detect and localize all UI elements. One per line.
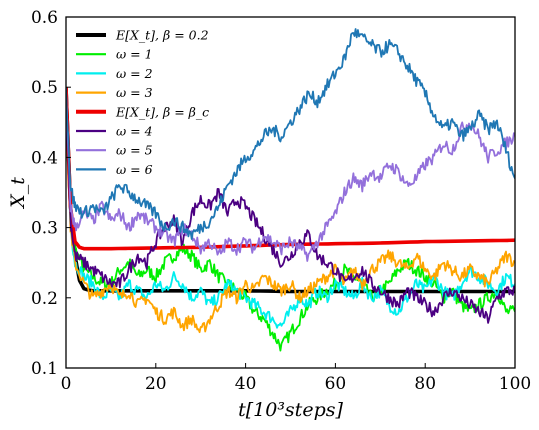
- x-tick-label: 100: [499, 374, 531, 394]
- y-axis-label: X_t: [7, 177, 29, 210]
- series-line-4: [66, 115, 515, 334]
- legend-label: ω = 6: [116, 162, 153, 177]
- legend-label: E[X_t], β = 0.2: [115, 28, 209, 43]
- plot-frame: [65, 16, 516, 369]
- legend-label: ω = 4: [116, 124, 153, 139]
- x-tick-label: 20: [145, 374, 167, 394]
- legend-label: ω = 5: [116, 143, 153, 158]
- y-tick-label: 0.3: [31, 219, 58, 239]
- legend-label: ω = 1: [116, 47, 153, 62]
- x-tick-label: 60: [325, 374, 347, 394]
- x-tick-label: 40: [235, 374, 257, 394]
- series-line-5: [66, 87, 515, 251]
- series-line-6: [66, 94, 515, 324]
- y-tick-label: 0.4: [31, 148, 58, 168]
- series-line-7: [66, 94, 515, 262]
- x-tick-label: 80: [414, 374, 436, 394]
- legend-label: ω = 3: [116, 85, 153, 100]
- y-tick-label: 0.1: [31, 359, 58, 379]
- y-tick-label: 0.5: [31, 78, 58, 98]
- x-tick-label: 0: [61, 374, 72, 394]
- legend: E[X_t], β = 0.2 ω = 1 ω = 2 ω = 3 E[X_t], β …: [76, 28, 209, 177]
- y-tick-label: 0.2: [31, 289, 58, 309]
- series-layer: [66, 28, 515, 352]
- x-axis-label: t[10³steps]: [238, 399, 343, 421]
- legend-label: ω = 2: [116, 66, 153, 81]
- ticks-layer: 0 20 40 60 80 100 0.1 0.2 0.3 0.4 0.5 0.6: [31, 8, 531, 394]
- legend-label: E[X_t], β = β_c: [115, 104, 209, 119]
- series-line-3: [66, 108, 515, 329]
- y-tick-label: 0.6: [31, 8, 58, 28]
- series-line-8: [66, 28, 515, 240]
